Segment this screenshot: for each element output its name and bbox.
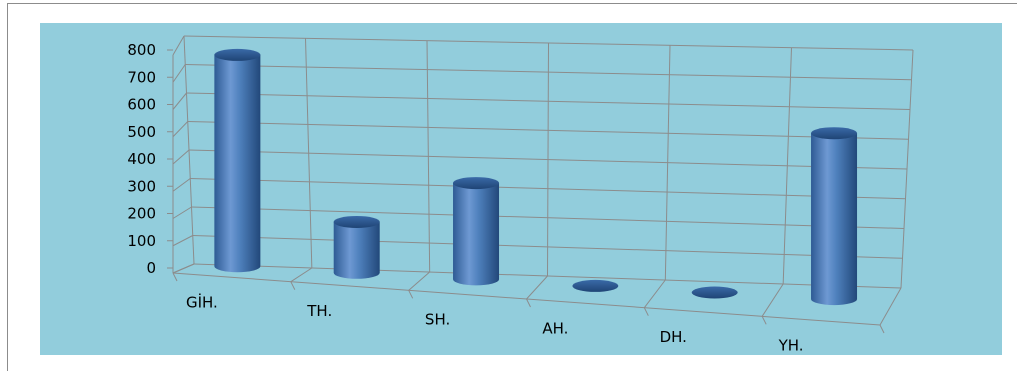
cylinder-body xyxy=(811,133,858,306)
tick-mark-x xyxy=(408,290,414,299)
gridline-floor xyxy=(643,279,666,308)
gridline-floor xyxy=(761,283,784,317)
gridline-vertical xyxy=(426,40,431,273)
gridline-side xyxy=(172,121,189,138)
cylinder-bar xyxy=(691,286,738,299)
x-category-label: TH. xyxy=(306,302,332,320)
gridline-vertical xyxy=(183,35,195,265)
cylinder-top xyxy=(333,215,380,228)
x-category-label: GİH. xyxy=(186,292,218,311)
gridline-vertical xyxy=(782,47,792,285)
y-tick-label: 800 xyxy=(127,41,156,59)
gridline-side xyxy=(172,64,186,83)
cylinder-bar xyxy=(811,127,858,306)
cylinder-top xyxy=(214,48,261,61)
gridline-vertical xyxy=(664,45,671,281)
cylinder-body xyxy=(333,221,380,279)
cylinder-top xyxy=(691,286,738,299)
gridline-side xyxy=(172,149,190,165)
gridline-vertical xyxy=(305,38,313,269)
cylinder-bar xyxy=(214,48,261,273)
gridline-floor xyxy=(290,267,313,283)
x-category-label: SH. xyxy=(425,311,450,329)
y-tick-label: 300 xyxy=(127,177,156,195)
tick-mark-x xyxy=(879,324,885,334)
y-tick-label: 400 xyxy=(127,150,156,168)
y-tick-label: 700 xyxy=(127,68,156,86)
chart-bars xyxy=(214,48,858,306)
x-category-label: AH. xyxy=(542,319,568,337)
gridline-side xyxy=(172,178,191,192)
cylinder-bar xyxy=(572,279,619,292)
gridline-side xyxy=(172,206,192,219)
y-tick-label: 100 xyxy=(127,232,156,250)
tick-mark-x xyxy=(761,316,767,325)
y-tick-label: 500 xyxy=(127,123,156,141)
x-category-label: DH. xyxy=(660,328,687,346)
gridline-vertical xyxy=(547,42,549,277)
x-axis-categories: GİH. TH. SH. AH. DH. YH. xyxy=(186,292,804,354)
cylinder-bar-chart: 800 700 600 500 400 300 200 100 0 GİH. TH. SH. AH. D… xyxy=(127,35,914,355)
chart-grid xyxy=(167,35,914,334)
gridline-side xyxy=(172,235,193,247)
gridline-floor xyxy=(879,287,902,326)
gridline-floor xyxy=(408,271,430,291)
y-tick-label: 600 xyxy=(127,96,156,114)
cylinder-body xyxy=(453,183,500,286)
x-category-label: YH. xyxy=(778,337,804,355)
cylinder-top xyxy=(572,279,619,292)
x-axis-line xyxy=(172,272,881,326)
gridline-side xyxy=(172,35,185,56)
tick-mark-x xyxy=(526,298,531,308)
tick-mark-x xyxy=(172,272,178,282)
y-axis-ticks: 800 700 600 500 400 300 200 100 0 xyxy=(127,41,156,277)
y-tick-label: 0 xyxy=(146,259,156,277)
y-tick-label: 200 xyxy=(127,205,156,223)
chart-frame: 800 700 600 500 400 300 200 100 0 GİH. TH. SH. AH. D… xyxy=(7,3,1017,371)
cylinder-bar xyxy=(333,215,380,279)
gridline-floor xyxy=(526,275,548,300)
tick-mark-x xyxy=(290,281,296,290)
cylinder-bar xyxy=(453,177,500,286)
cylinder-body xyxy=(214,54,261,273)
gridline-floor xyxy=(172,263,195,274)
gridline-vertical xyxy=(900,49,914,289)
gridline-side xyxy=(172,92,187,110)
tick-mark-x xyxy=(643,307,649,316)
cylinder-top xyxy=(453,177,500,190)
cylinder-top xyxy=(811,127,858,140)
